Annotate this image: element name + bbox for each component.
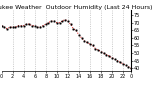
Title: Milwaukee Weather  Outdoor Humidity (Last 24 Hours): Milwaukee Weather Outdoor Humidity (Last…: [0, 5, 153, 10]
